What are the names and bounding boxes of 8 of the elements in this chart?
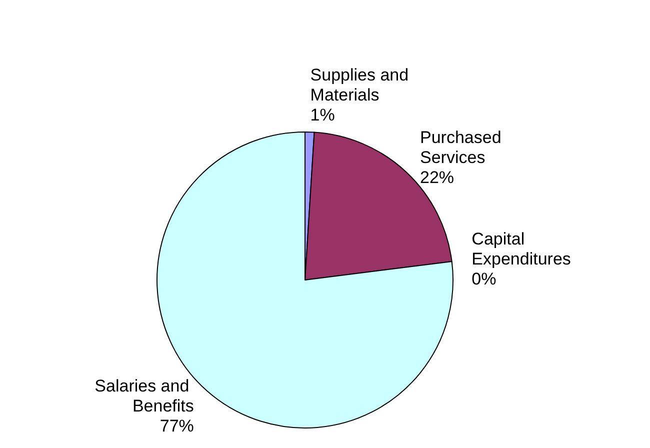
text: 0% bbox=[472, 269, 496, 288]
slice-label: Salaries and Benefits bbox=[94, 376, 194, 416]
category-label: Capital Expenditures bbox=[472, 229, 571, 268]
data-label: 77% bbox=[160, 416, 194, 436]
data-label: 22% bbox=[420, 168, 454, 188]
slice-label: Purchased Services bbox=[420, 128, 506, 168]
data-label: 1% bbox=[310, 106, 335, 124]
slice-label: Supplies and Materials bbox=[310, 66, 414, 104]
